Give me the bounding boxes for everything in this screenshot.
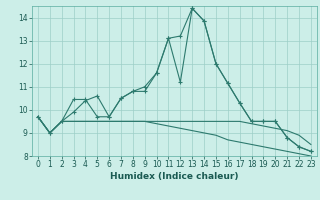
X-axis label: Humidex (Indice chaleur): Humidex (Indice chaleur) [110, 172, 239, 181]
